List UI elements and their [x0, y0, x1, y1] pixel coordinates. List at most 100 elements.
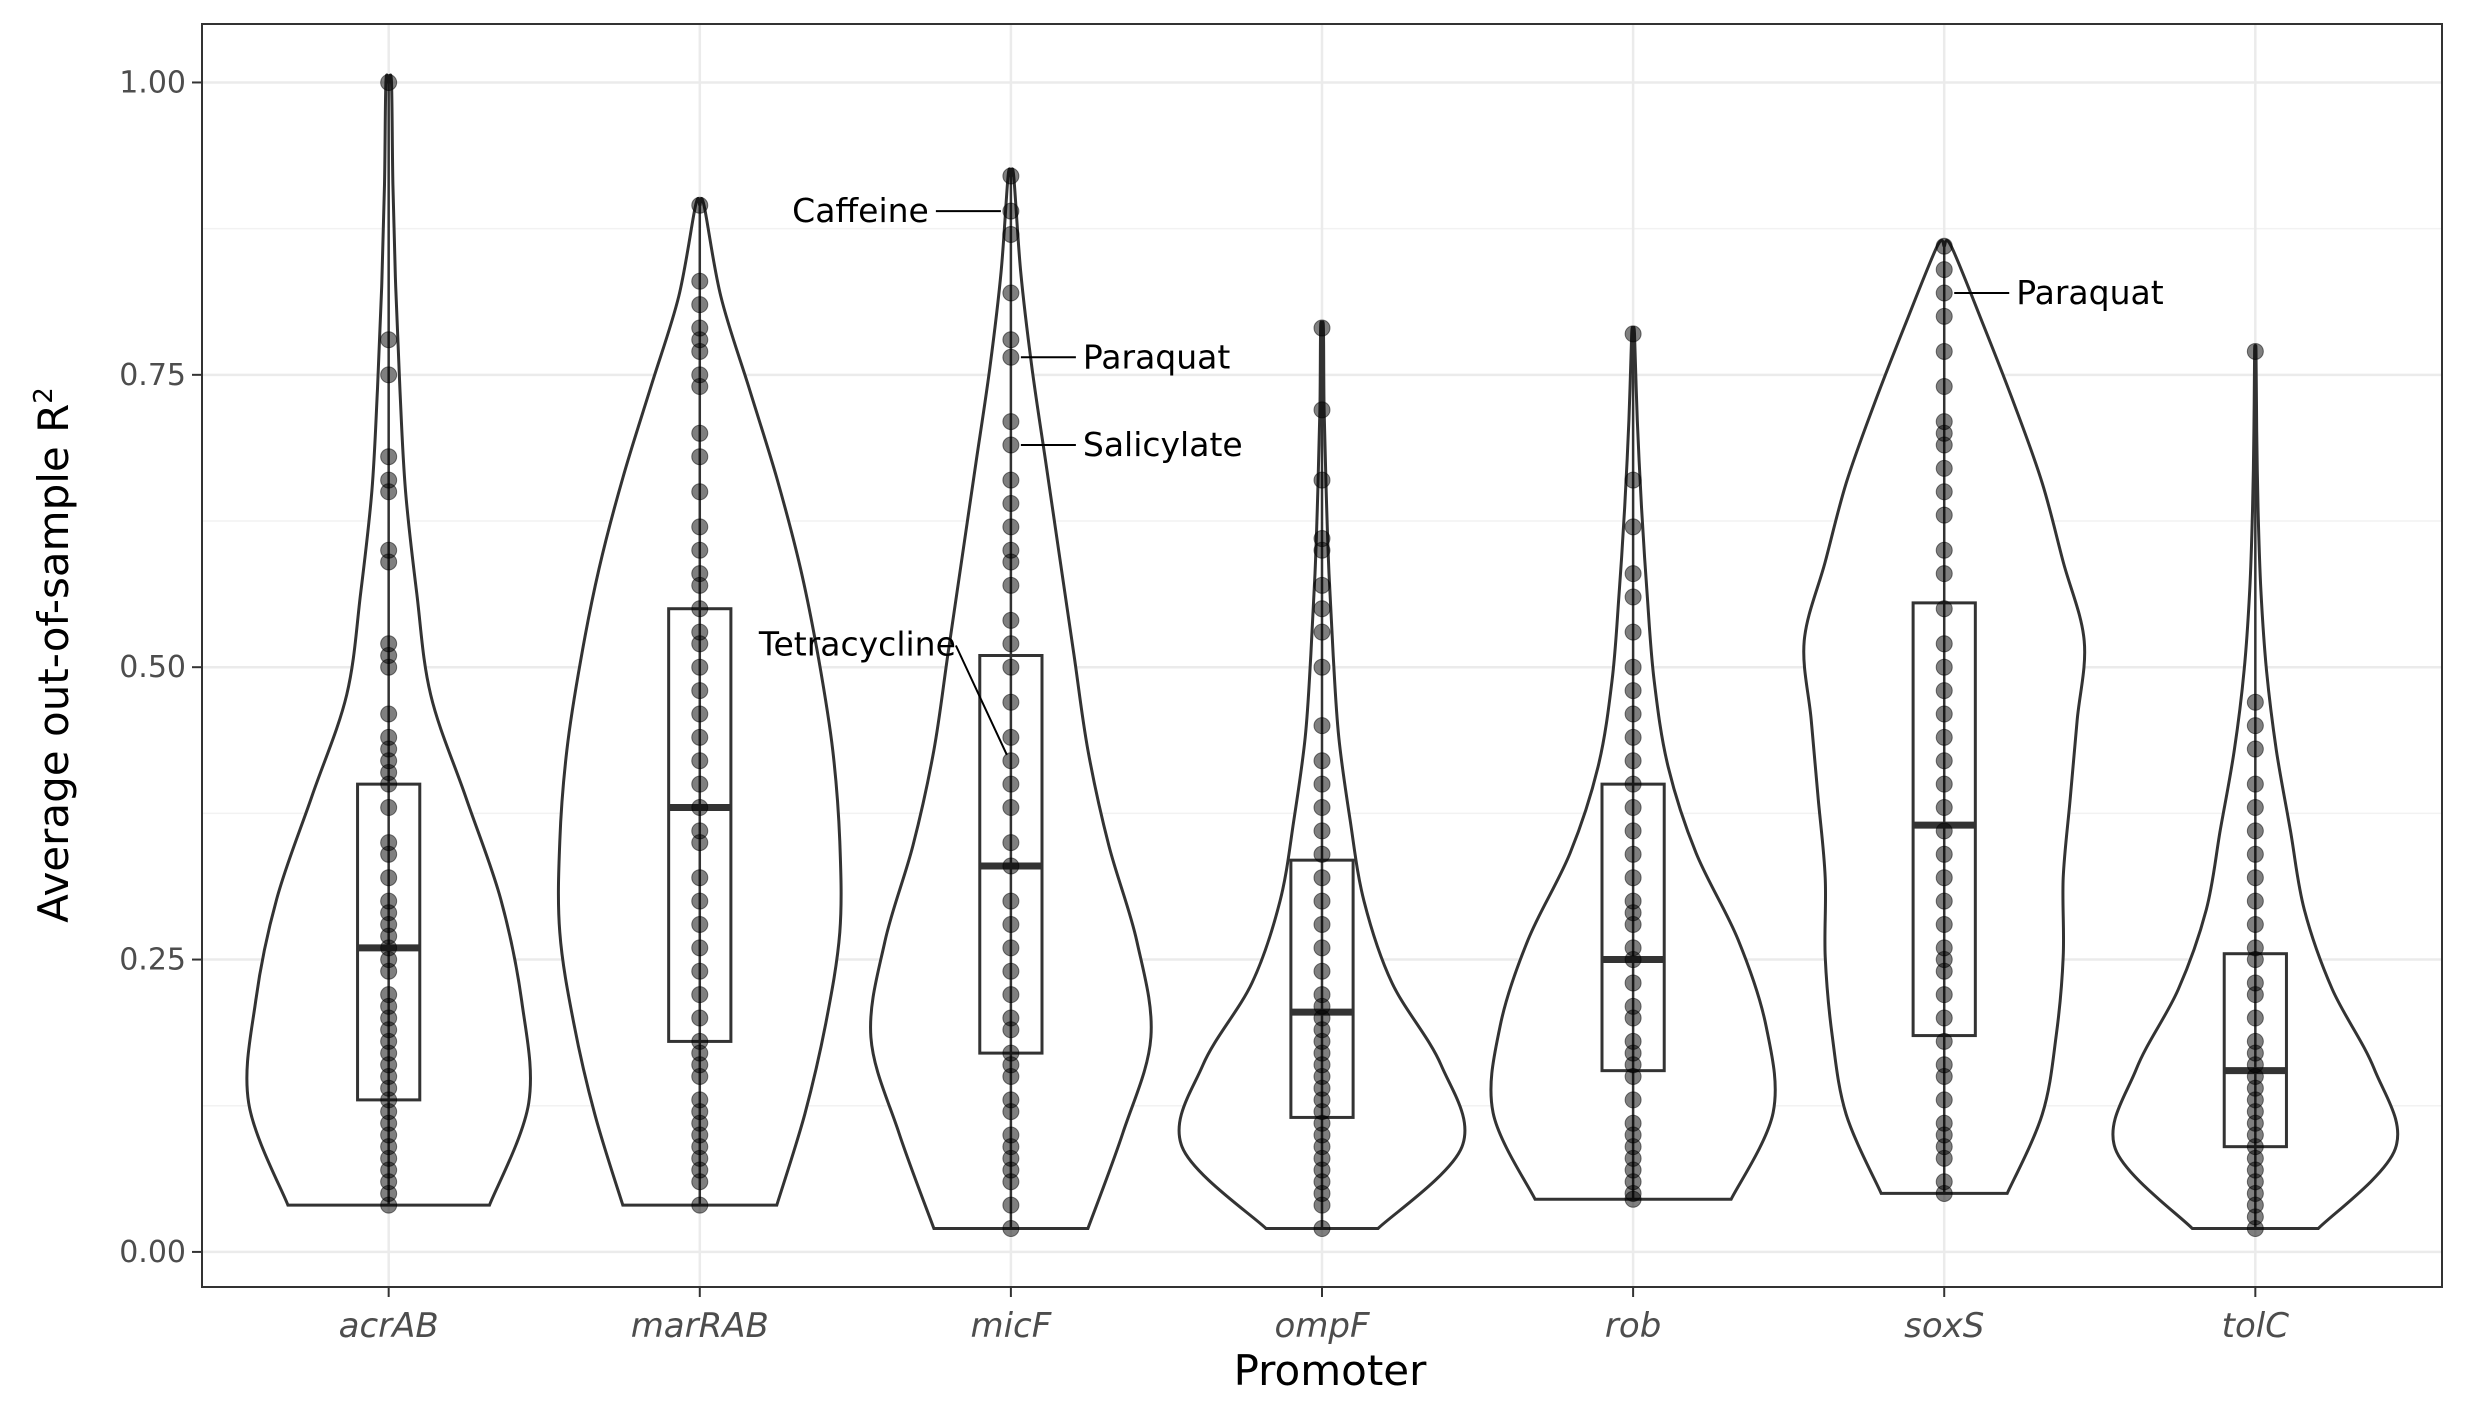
data-point — [1935, 869, 1953, 887]
points-layer — [380, 73, 2264, 1238]
data-point — [691, 366, 709, 384]
y-tick-label: 0.50 — [119, 650, 186, 685]
data-point — [1624, 997, 1642, 1015]
data-point — [691, 869, 709, 887]
data-point — [1624, 1114, 1642, 1132]
data-point — [380, 799, 398, 817]
data-point — [1935, 565, 1953, 583]
data-point — [1002, 693, 1020, 711]
data-point — [380, 869, 398, 887]
data-point — [691, 682, 709, 700]
x-tick-label: acrAB — [339, 1306, 439, 1346]
data-point — [1935, 307, 1953, 325]
y-axis-title: Average out-of-sample R2 — [29, 387, 78, 923]
data-point — [2246, 939, 2264, 957]
data-point — [1935, 342, 1953, 360]
data-point — [691, 728, 709, 746]
data-point — [1002, 1009, 1020, 1027]
x-tick-label: soxS — [1904, 1306, 1984, 1346]
x-axis: acrAB marRAB micF ompF rob soxS tolC — [339, 1287, 2290, 1346]
y-tick-label: 0.25 — [119, 943, 186, 978]
data-point — [691, 424, 709, 442]
data-point — [1935, 413, 1953, 431]
data-point — [691, 541, 709, 559]
data-point — [691, 658, 709, 676]
data-point — [1935, 682, 1953, 700]
data-point — [1313, 471, 1331, 489]
data-point — [1935, 915, 1953, 933]
data-point — [1313, 869, 1331, 887]
data-point — [2246, 1009, 2264, 1027]
data-point — [691, 483, 709, 501]
x-tick-label: marRAB — [631, 1306, 769, 1346]
data-point — [2246, 693, 2264, 711]
data-point — [1313, 1220, 1331, 1238]
data-point — [1002, 331, 1020, 349]
data-point — [1313, 939, 1331, 957]
data-point — [1002, 471, 1020, 489]
data-point — [1002, 284, 1020, 302]
data-point — [1624, 623, 1642, 641]
data-point — [1935, 799, 1953, 817]
data-point — [1935, 986, 1953, 1004]
data-point — [2246, 717, 2264, 735]
data-point — [1624, 822, 1642, 840]
data-point — [691, 518, 709, 536]
data-point — [691, 1196, 709, 1214]
data-point — [380, 892, 398, 910]
data-point — [691, 319, 709, 337]
data-point — [1935, 1173, 1953, 1191]
y-tick-label: 0.75 — [119, 358, 186, 393]
data-point — [2246, 915, 2264, 933]
data-point — [1002, 752, 1020, 770]
data-point — [1002, 857, 1020, 875]
data-point — [1002, 915, 1020, 933]
data-point — [1624, 325, 1642, 343]
data-point — [691, 822, 709, 840]
data-point — [1002, 939, 1020, 957]
data-point — [380, 986, 398, 1004]
data-point — [1313, 962, 1331, 980]
y-tick-label: 1.00 — [119, 65, 186, 100]
data-point — [1002, 728, 1020, 746]
x-tick-label: tolC — [2222, 1306, 2290, 1346]
data-point — [691, 915, 709, 933]
data-point — [2246, 845, 2264, 863]
data-point — [380, 448, 398, 466]
data-point — [380, 331, 398, 349]
data-point — [691, 799, 709, 817]
annotation-label: Tetracycline — [758, 625, 956, 664]
data-point — [1002, 834, 1020, 852]
data-point — [380, 366, 398, 384]
data-point — [1935, 1032, 1953, 1050]
data-point — [2246, 740, 2264, 758]
data-point — [1002, 962, 1020, 980]
data-point — [1935, 775, 1953, 793]
data-point — [1624, 939, 1642, 957]
data-point — [1935, 822, 1953, 840]
data-point — [380, 705, 398, 723]
data-point — [691, 623, 709, 641]
data-point — [1002, 494, 1020, 512]
data-point — [1002, 892, 1020, 910]
data-point — [1935, 705, 1953, 723]
data-point — [1624, 974, 1642, 992]
data-point — [1935, 728, 1953, 746]
data-point — [380, 834, 398, 852]
data-point — [1002, 611, 1020, 629]
annotation-label: Salicylate — [1083, 425, 1243, 464]
y-axis: 0.00 0.25 0.50 0.75 1.00 — [119, 65, 202, 1270]
data-point — [1313, 775, 1331, 793]
data-point — [691, 1091, 709, 1109]
data-point — [1935, 378, 1953, 396]
data-point — [1935, 506, 1953, 524]
data-point — [2246, 1032, 2264, 1050]
data-point — [1313, 623, 1331, 641]
data-point — [1624, 1091, 1642, 1109]
data-point — [1624, 682, 1642, 700]
data-point — [380, 541, 398, 559]
data-point — [2246, 822, 2264, 840]
data-point — [1624, 471, 1642, 489]
data-point — [1313, 845, 1331, 863]
data-point — [1002, 226, 1020, 243]
